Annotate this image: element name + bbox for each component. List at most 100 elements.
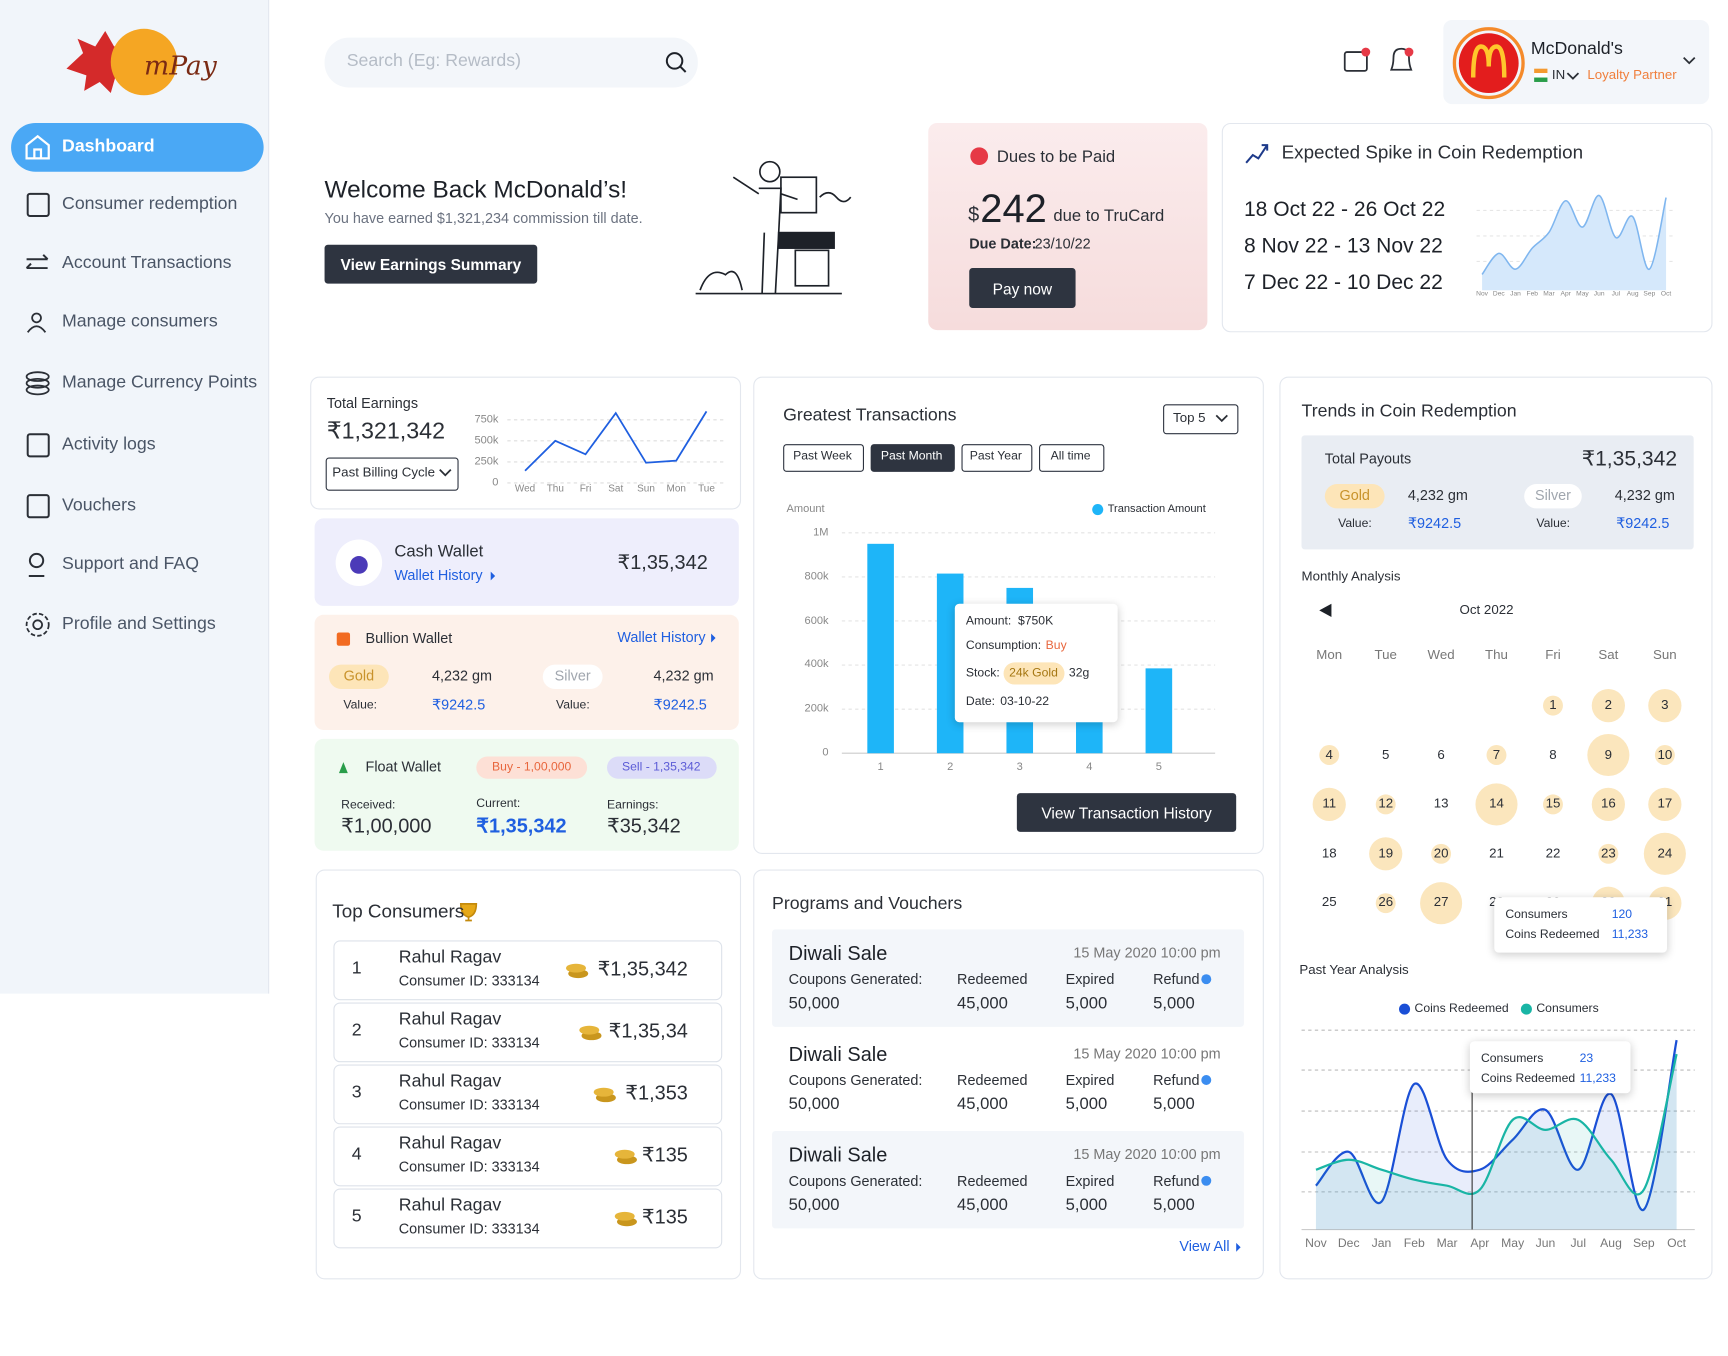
dropdown-label[interactable]: Top 5 — [1173, 409, 1206, 426]
nav-item[interactable]: Manage Currency Points — [62, 373, 258, 392]
day-number[interactable]: 24 — [1657, 845, 1673, 861]
filter-label[interactable]: Past Week — [793, 449, 852, 463]
nav-item[interactable]: Account Transactions — [62, 253, 232, 273]
top-consumers-title: Top Consumers — [332, 900, 465, 922]
day-number[interactable]: 14 — [1489, 795, 1504, 812]
nav-icon — [26, 494, 50, 519]
consumer-row[interactable] — [333, 1126, 723, 1187]
day-number[interactable]: 13 — [1433, 795, 1449, 812]
field-value: 50,000 — [788, 994, 840, 1013]
avatar-ring — [1452, 27, 1525, 100]
nav-item[interactable]: Support and FAQ — [62, 554, 199, 574]
search-placeholder: Search (Eg: Rewards) — [346, 51, 522, 71]
consumer-name: Rahul Ragav — [398, 1134, 502, 1153]
filter-button[interactable] — [1039, 444, 1105, 472]
day-number[interactable]: 16 — [1600, 795, 1616, 812]
nav-item[interactable]: Manage consumers — [62, 312, 218, 331]
view-all-link[interactable]: View All — [1179, 1237, 1230, 1255]
cash-wallet-title: Cash Wallet — [394, 542, 484, 561]
day-number[interactable]: 26 — [1378, 894, 1394, 910]
period-label[interactable]: Past Billing Cycle — [332, 464, 435, 480]
top-dropdown[interactable] — [1163, 404, 1239, 435]
search-box[interactable] — [324, 37, 698, 88]
period-dropdown[interactable] — [325, 457, 459, 491]
day-number[interactable]: 4 — [1325, 746, 1333, 762]
cash-wallet-amount: ₹1,35,342 — [617, 551, 708, 574]
user-role: Loyalty Partner — [1587, 66, 1677, 83]
pay-button[interactable] — [969, 268, 1076, 308]
filter-button[interactable] — [783, 444, 864, 472]
day-number[interactable]: 2 — [1604, 696, 1613, 713]
nav-item[interactable]: Vouchers — [62, 496, 136, 515]
illustration — [819, 191, 852, 203]
tooltip-label: Amount: — [965, 614, 1012, 628]
nav-icon — [25, 384, 50, 396]
day-number[interactable]: 25 — [1321, 894, 1337, 910]
x-tick-label: Dec — [1492, 290, 1505, 298]
y-tick-label: 200k — [804, 702, 829, 715]
bell-icon — [1389, 47, 1413, 71]
filter-button[interactable] — [870, 444, 955, 472]
day-number[interactable]: 23 — [1600, 845, 1616, 861]
x-tick-label: Apr — [1560, 290, 1571, 298]
filter-label[interactable]: Past Year — [969, 449, 1022, 463]
day-number[interactable]: 12 — [1378, 795, 1394, 812]
day-number[interactable]: 9 — [1604, 746, 1613, 762]
day-number[interactable]: 5 — [1382, 746, 1390, 762]
tooltip-label: Date: — [965, 695, 996, 709]
day-number[interactable]: 20 — [1433, 845, 1449, 861]
filter-button[interactable] — [961, 444, 1033, 472]
day-number[interactable]: 27 — [1433, 894, 1449, 910]
day-number[interactable]: 10 — [1657, 746, 1673, 762]
wallet-history-link[interactable]: Wallet History — [394, 566, 483, 584]
due-label: Due Date: — [969, 235, 1037, 253]
wallet-history-link[interactable]: Wallet History — [617, 628, 706, 646]
legend-dot — [1520, 1003, 1532, 1015]
day-number[interactable]: 22 — [1545, 845, 1561, 861]
day-number[interactable]: 3 — [1661, 696, 1669, 713]
tooltip-value: 32g — [1068, 666, 1090, 680]
filter-label[interactable]: Past Month — [880, 449, 943, 463]
earnings-value: ₹35,342 — [607, 814, 681, 838]
filter-label[interactable]: All time — [1050, 449, 1091, 463]
consumer-amount: ₹1,35,342 — [597, 957, 688, 980]
consumer-row[interactable] — [333, 1064, 723, 1125]
consumer-id: Consumer ID: 333134 — [398, 1158, 540, 1175]
field-label: Refund — [1153, 1172, 1200, 1190]
pay-button-label[interactable]: Pay now — [992, 280, 1053, 298]
tooltip-value: $750K — [1017, 614, 1054, 628]
chart-tooltip — [1494, 897, 1668, 953]
consumer-row[interactable] — [333, 1002, 723, 1063]
consumer-id: Consumer ID: 333134 — [398, 1034, 540, 1051]
day-number[interactable]: 8 — [1549, 746, 1557, 762]
day-number[interactable]: 7 — [1492, 746, 1501, 762]
consumer-row[interactable] — [333, 1188, 723, 1249]
day-number[interactable]: 19 — [1378, 845, 1394, 861]
spike-range: 18 Oct 22 - 26 Oct 22 — [1243, 198, 1446, 222]
nav-item[interactable]: Activity logs — [62, 435, 156, 454]
day-number[interactable]: 6 — [1437, 746, 1445, 762]
nav-active[interactable] — [11, 122, 264, 172]
history-button[interactable] — [1016, 793, 1237, 832]
consumer-name: Rahul Ragav — [398, 1072, 502, 1091]
nav-item[interactable]: Consumer redemption — [62, 194, 238, 214]
day-number[interactable]: 1 — [1549, 696, 1557, 713]
day-number[interactable]: 11 — [1322, 795, 1337, 812]
nav-item[interactable]: Dashboard — [62, 137, 155, 156]
welcome-button[interactable] — [324, 244, 538, 284]
heat-circle — [1543, 695, 1563, 716]
welcome-button-label[interactable]: View Earnings Summary — [340, 255, 522, 274]
heat-circle — [1475, 783, 1518, 826]
nav-item[interactable]: Profile and Settings — [62, 614, 216, 634]
day-number[interactable]: 17 — [1657, 795, 1673, 812]
nav-icon — [26, 325, 47, 333]
gold-label: Gold — [343, 667, 375, 685]
consumer-name: Rahul Ragav — [398, 1009, 502, 1029]
consumer-row[interactable] — [333, 940, 723, 1001]
consumer-amount: ₹1,353 — [625, 1081, 688, 1104]
day-number[interactable]: 21 — [1489, 845, 1504, 861]
heat-circle — [1420, 882, 1463, 925]
history-button-label[interactable]: View Transaction History — [1041, 804, 1212, 822]
day-number[interactable]: 15 — [1545, 795, 1561, 812]
day-number[interactable]: 18 — [1321, 845, 1337, 861]
